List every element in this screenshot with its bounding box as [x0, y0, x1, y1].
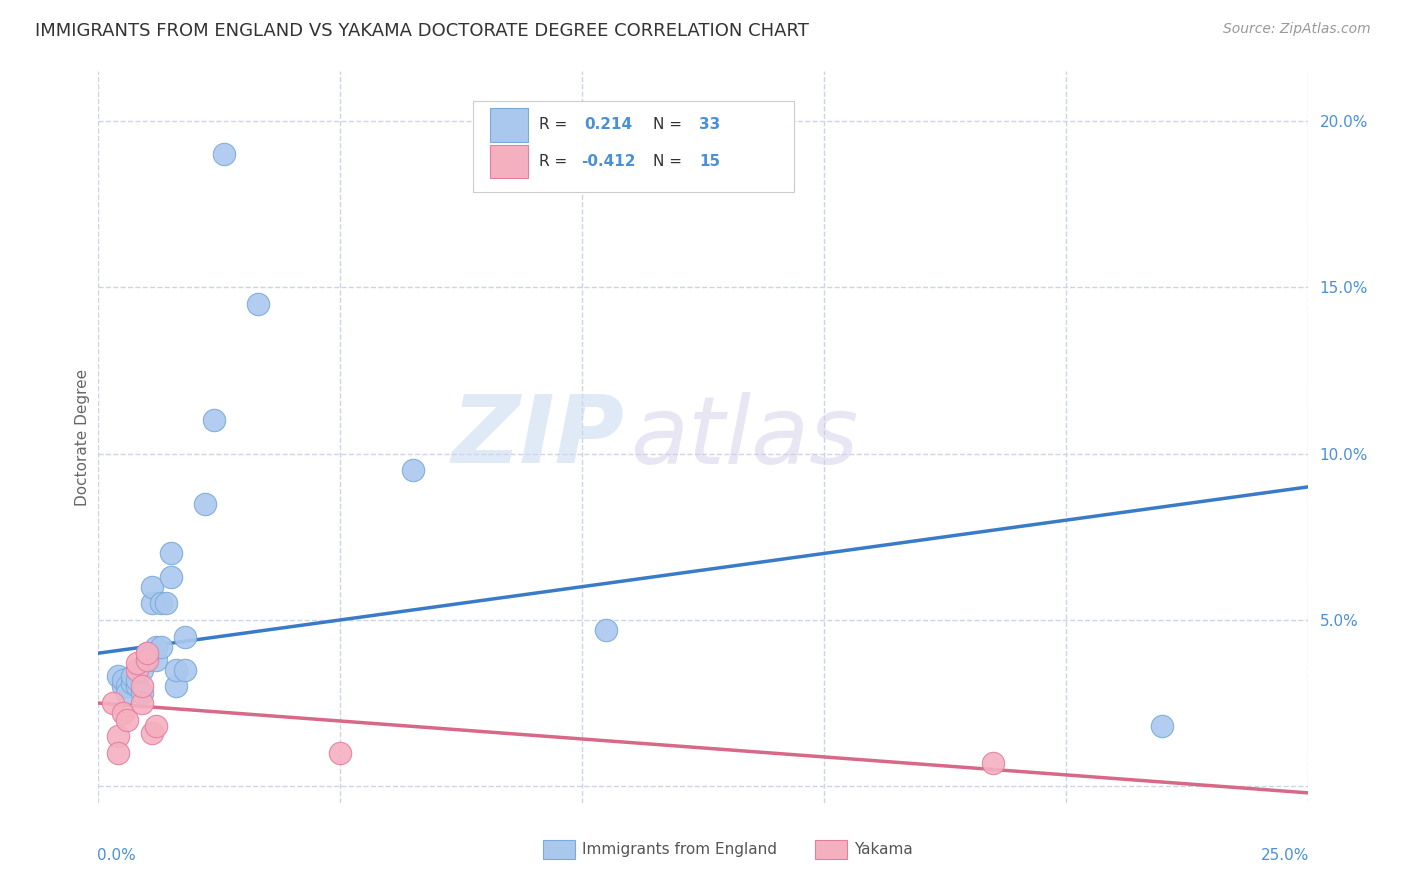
- Point: [595, 623, 617, 637]
- Point: [107, 746, 129, 760]
- Point: [174, 630, 197, 644]
- Point: [329, 746, 352, 760]
- Text: atlas: atlas: [630, 392, 859, 483]
- Point: [127, 656, 149, 670]
- Text: N =: N =: [654, 117, 688, 132]
- Point: [174, 663, 197, 677]
- Text: R =: R =: [538, 117, 572, 132]
- Point: [150, 596, 173, 610]
- Point: [121, 676, 143, 690]
- Point: [165, 663, 187, 677]
- Text: R =: R =: [538, 153, 572, 169]
- Point: [111, 680, 134, 694]
- Text: Immigrants from England: Immigrants from England: [582, 842, 778, 857]
- Point: [135, 646, 157, 660]
- Point: [194, 497, 217, 511]
- Point: [145, 653, 167, 667]
- Text: 33: 33: [699, 117, 721, 132]
- Point: [131, 680, 153, 694]
- Text: -0.412: -0.412: [581, 153, 636, 169]
- Point: [107, 669, 129, 683]
- Text: 25.0%: 25.0%: [1260, 848, 1309, 863]
- Point: [160, 570, 183, 584]
- FancyBboxPatch shape: [543, 840, 575, 859]
- Point: [131, 696, 153, 710]
- Point: [135, 653, 157, 667]
- Point: [160, 546, 183, 560]
- Point: [145, 719, 167, 733]
- Point: [1152, 719, 1174, 733]
- Point: [111, 673, 134, 687]
- Point: [402, 463, 425, 477]
- Point: [247, 297, 270, 311]
- Text: Yakama: Yakama: [855, 842, 912, 857]
- Point: [212, 147, 235, 161]
- Text: ZIP: ZIP: [451, 391, 624, 483]
- Point: [141, 596, 163, 610]
- Point: [141, 580, 163, 594]
- Point: [150, 640, 173, 654]
- FancyBboxPatch shape: [491, 145, 527, 178]
- Point: [127, 663, 149, 677]
- Point: [107, 729, 129, 743]
- Point: [117, 686, 139, 700]
- Point: [101, 696, 124, 710]
- Point: [981, 756, 1004, 770]
- Text: IMMIGRANTS FROM ENGLAND VS YAKAMA DOCTORATE DEGREE CORRELATION CHART: IMMIGRANTS FROM ENGLAND VS YAKAMA DOCTOR…: [35, 22, 808, 40]
- Text: 0.214: 0.214: [585, 117, 633, 132]
- Point: [165, 680, 187, 694]
- Text: N =: N =: [654, 153, 688, 169]
- Point: [127, 673, 149, 687]
- Point: [117, 680, 139, 694]
- Point: [121, 669, 143, 683]
- FancyBboxPatch shape: [491, 108, 527, 142]
- Point: [155, 596, 177, 610]
- Point: [127, 680, 149, 694]
- Point: [135, 646, 157, 660]
- Text: 15: 15: [699, 153, 720, 169]
- FancyBboxPatch shape: [815, 840, 846, 859]
- Point: [131, 686, 153, 700]
- Point: [141, 726, 163, 740]
- Point: [111, 706, 134, 720]
- Point: [204, 413, 226, 427]
- Point: [117, 713, 139, 727]
- FancyBboxPatch shape: [474, 101, 793, 192]
- Point: [131, 663, 153, 677]
- Y-axis label: Doctorate Degree: Doctorate Degree: [75, 368, 90, 506]
- Text: Source: ZipAtlas.com: Source: ZipAtlas.com: [1223, 22, 1371, 37]
- Point: [135, 653, 157, 667]
- Point: [145, 640, 167, 654]
- Text: 0.0%: 0.0%: [97, 848, 136, 863]
